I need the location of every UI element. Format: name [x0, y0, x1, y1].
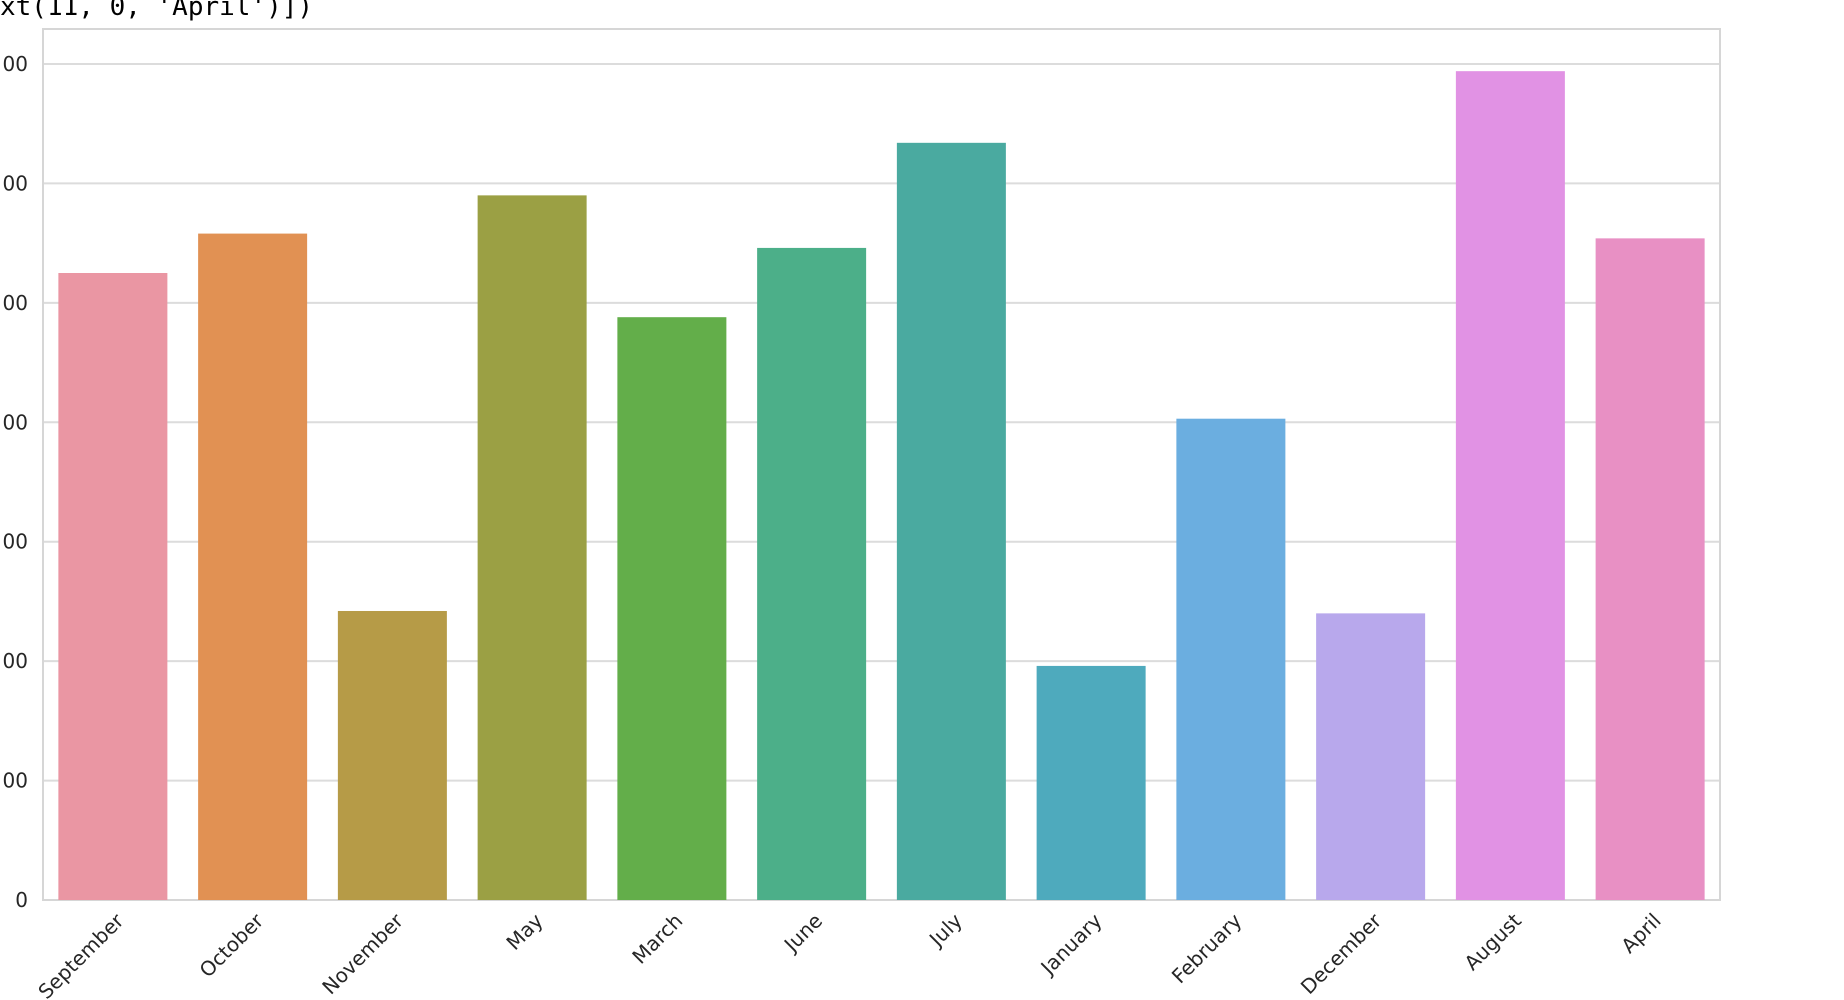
y-tick-label: 00 — [3, 410, 28, 434]
y-tick-label: 00 — [3, 530, 28, 554]
y-tick-label: 00 — [3, 649, 28, 673]
x-tick-label: July — [923, 908, 967, 952]
x-tick-label: November — [317, 908, 408, 999]
y-tick-label: 00 — [3, 171, 28, 195]
x-axis-ticks: September October November May March June July… — [33, 908, 1665, 1000]
bar-june — [757, 247, 867, 901]
bar-january — [1036, 665, 1146, 900]
x-tick-label: September — [33, 908, 129, 1000]
bar-july — [896, 142, 1006, 900]
bar-april — [1595, 238, 1705, 900]
bars — [58, 71, 1705, 901]
x-tick-label: December — [1296, 908, 1387, 999]
x-tick-label: October — [195, 908, 269, 982]
x-tick-label: February — [1167, 908, 1247, 988]
x-tick-label: May — [501, 908, 547, 954]
y-tick-label: 0 — [15, 888, 28, 912]
plot-frame — [42, 28, 1721, 901]
code-snippet-line: xt(11, 0, 'April')]) — [0, 0, 314, 22]
bar-march — [617, 317, 727, 900]
bar-august — [1455, 71, 1565, 900]
x-tick-label: April — [1616, 909, 1665, 958]
x-tick-label: March — [627, 909, 687, 969]
bar-december — [1316, 613, 1426, 900]
bar-september — [58, 273, 168, 900]
bar-february — [1176, 418, 1286, 900]
bar-november — [337, 610, 447, 900]
y-tick-label: 00 — [3, 291, 28, 315]
y-tick-label: 00 — [3, 769, 28, 793]
y-tick-label: 00 — [3, 52, 28, 76]
grid-lines — [43, 63, 1720, 782]
bar-october — [198, 233, 308, 901]
x-tick-label: January — [1035, 908, 1107, 980]
x-tick-label: June — [778, 909, 827, 958]
bar-may — [477, 195, 587, 900]
x-tick-label: August — [1459, 908, 1526, 975]
